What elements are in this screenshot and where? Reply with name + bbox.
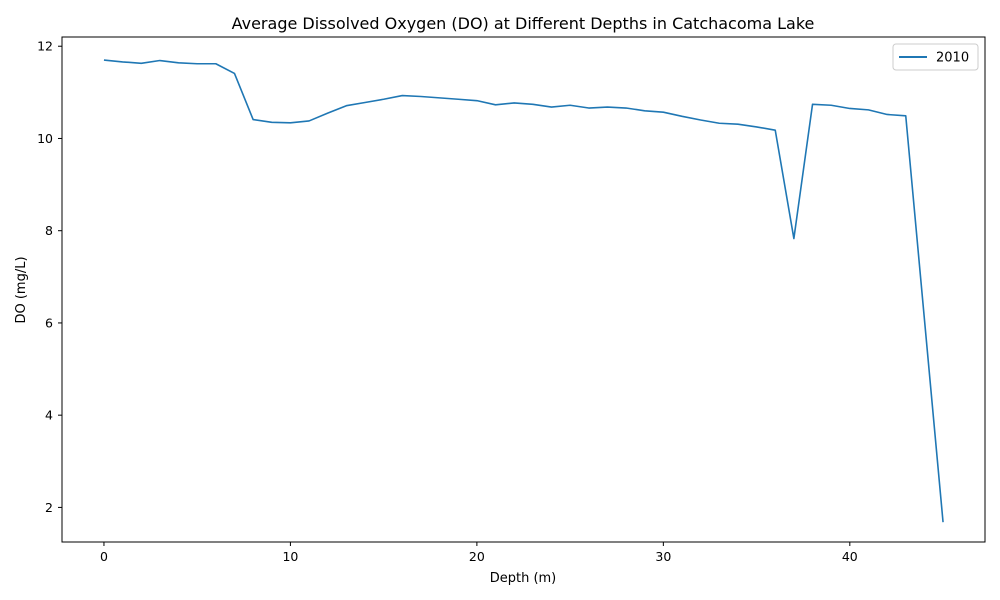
x-tick-label: 20 <box>469 549 485 564</box>
x-tick-label: 0 <box>100 549 108 564</box>
x-axis-label: Depth (m) <box>490 571 557 586</box>
y-tick-label: 4 <box>45 408 53 423</box>
legend-box <box>892 43 979 71</box>
y-axis-label: DO (mg/L) <box>14 256 29 323</box>
y-tick-label: 2 <box>45 500 53 515</box>
y-tick-label: 10 <box>37 131 53 146</box>
legend: 2010 <box>892 43 979 71</box>
series-line-2010 <box>103 59 944 523</box>
y-axis-ticks: 2 4 6 8 10 12 <box>37 39 62 515</box>
x-tick-label: 40 <box>842 549 858 564</box>
chart-title: Average Dissolved Oxygen (DO) at Differe… <box>232 14 815 33</box>
y-tick-label: 6 <box>45 315 53 330</box>
legend-label-2010: 2010 <box>936 51 969 66</box>
x-axis-ticks: 0 10 20 30 40 <box>100 542 858 564</box>
x-tick-label: 10 <box>282 549 298 564</box>
plot-frame <box>61 36 986 543</box>
y-tick-label: 12 <box>37 39 53 54</box>
y-tick-label: 8 <box>45 223 53 238</box>
x-tick-label: 30 <box>655 549 671 564</box>
series-group <box>103 59 944 523</box>
